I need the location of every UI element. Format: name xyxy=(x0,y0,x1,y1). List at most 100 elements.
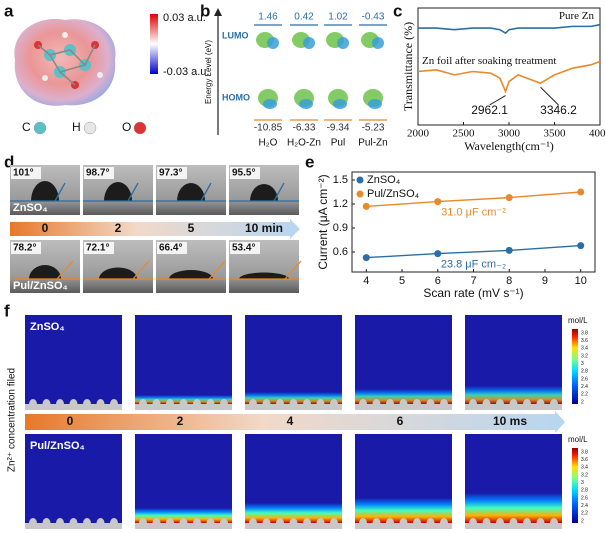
colorbar-tick: 3.8 xyxy=(581,330,588,336)
panel-label: e xyxy=(305,152,314,171)
colorbar-tick: 2.8 xyxy=(581,369,588,375)
electrode-bump xyxy=(399,399,408,404)
colorbar-tick: 2 xyxy=(581,399,584,405)
electrode-bump xyxy=(69,518,78,523)
x-tick-label: 5 xyxy=(399,275,405,287)
series-label: Pure Zn xyxy=(559,10,595,22)
droplet xyxy=(29,265,61,279)
panel-label: f xyxy=(4,301,10,320)
electrode-bump xyxy=(482,518,491,523)
electrode-bump xyxy=(276,399,284,404)
electrode xyxy=(355,404,452,410)
field-gradient xyxy=(465,386,562,404)
electrode xyxy=(25,523,122,529)
electrode-bump xyxy=(193,399,201,404)
molecule-label: H₂O xyxy=(259,138,278,149)
field-box xyxy=(135,315,232,410)
data-point xyxy=(577,242,585,250)
molecule-label: H₂O-Zn xyxy=(287,138,321,149)
electrode-bump xyxy=(42,518,51,523)
electrode-bump xyxy=(482,399,491,404)
electrode-bump xyxy=(386,399,394,404)
electrode-bump xyxy=(56,518,64,523)
electrode-bump xyxy=(550,518,558,523)
x-tick-label: 4000 xyxy=(589,128,606,140)
tangent xyxy=(54,182,66,202)
electrode-bump xyxy=(372,399,381,404)
data-point xyxy=(577,188,585,196)
contact-angle: 53.4° xyxy=(232,243,255,254)
colorbar-tick: 2.4 xyxy=(581,503,588,509)
electrode-bump xyxy=(96,399,105,404)
electrode xyxy=(465,404,562,410)
electrode-bump xyxy=(96,518,105,523)
electrode-bump xyxy=(29,518,37,523)
electrode-bump xyxy=(330,399,338,404)
tangent xyxy=(132,260,150,280)
lumo-value: 1.02 xyxy=(328,12,348,23)
colorbar-tick: 3.6 xyxy=(581,338,588,344)
spectrum-line xyxy=(417,60,601,94)
panel-label: b xyxy=(200,1,210,20)
electrode-bump xyxy=(289,399,298,404)
electrode-bump xyxy=(206,518,215,523)
electrode-bump xyxy=(359,399,367,404)
legend-marker xyxy=(356,176,364,184)
x-tick-label: 2500 xyxy=(453,128,476,140)
x-tick-label: 10 xyxy=(575,275,587,287)
electrode-bump xyxy=(330,518,338,523)
x-tick-label: 8 xyxy=(506,275,512,287)
tangent xyxy=(56,260,74,280)
y-axis-label: Transmittance (%) xyxy=(401,22,415,111)
annotation: 3346.2 xyxy=(540,103,577,117)
data-point xyxy=(434,198,442,206)
electrode-bump xyxy=(536,518,545,523)
panel-label: d xyxy=(4,152,14,171)
time-arrow xyxy=(25,414,555,430)
lumo-orbital xyxy=(267,37,279,49)
angle-bg xyxy=(230,167,260,179)
annotation: 2962.1 xyxy=(471,103,508,117)
electrode-bump xyxy=(193,518,201,523)
field-gradient xyxy=(355,389,452,404)
colorbar-tick: 2.2 xyxy=(581,392,588,398)
y-axis-label: Current (μA cm⁻²) xyxy=(316,174,330,269)
time-arrow-head xyxy=(290,219,300,239)
electrode-bump xyxy=(303,518,311,523)
colorbar-tick: 3.8 xyxy=(581,449,588,455)
electrode-bump xyxy=(56,399,64,404)
y-tick-label: 0.6 xyxy=(333,246,348,258)
homo-value: -6.33 xyxy=(293,123,316,134)
lumo-orbital xyxy=(337,37,349,49)
electrode-bump xyxy=(69,399,78,404)
time-label: 0 xyxy=(42,221,49,235)
electrode-bump xyxy=(372,518,381,523)
droplet xyxy=(169,270,213,279)
time-label: 6 xyxy=(397,414,404,428)
electrode-bump xyxy=(179,518,188,523)
homo-orbital xyxy=(333,99,347,109)
electrode xyxy=(135,404,232,410)
lumo-label: LUMO xyxy=(222,30,249,40)
angle-bg xyxy=(157,167,187,179)
electrode-bump xyxy=(426,399,435,404)
electrode-bump xyxy=(276,518,284,523)
electrode-bump xyxy=(83,399,91,404)
electrode-bump xyxy=(42,399,51,404)
field-box xyxy=(25,434,122,529)
homo-value: -5.23 xyxy=(362,123,385,134)
electrode-bump xyxy=(359,518,367,523)
electrode-bump xyxy=(316,399,325,404)
atom-label: O xyxy=(122,120,131,134)
lumo-orbital xyxy=(303,37,315,49)
time-arrow-head xyxy=(555,411,565,433)
panel-label: c xyxy=(393,1,402,20)
colorbar-tick: 3.2 xyxy=(581,472,588,478)
y-tick-label: 1.5 xyxy=(333,174,348,186)
series-label: Zn foil after soaking treatment xyxy=(422,55,556,67)
electrode-bump xyxy=(29,399,37,404)
electrode xyxy=(135,523,232,529)
electrode-bump xyxy=(110,518,118,523)
electrode-bump xyxy=(413,518,421,523)
electrode xyxy=(245,523,342,529)
